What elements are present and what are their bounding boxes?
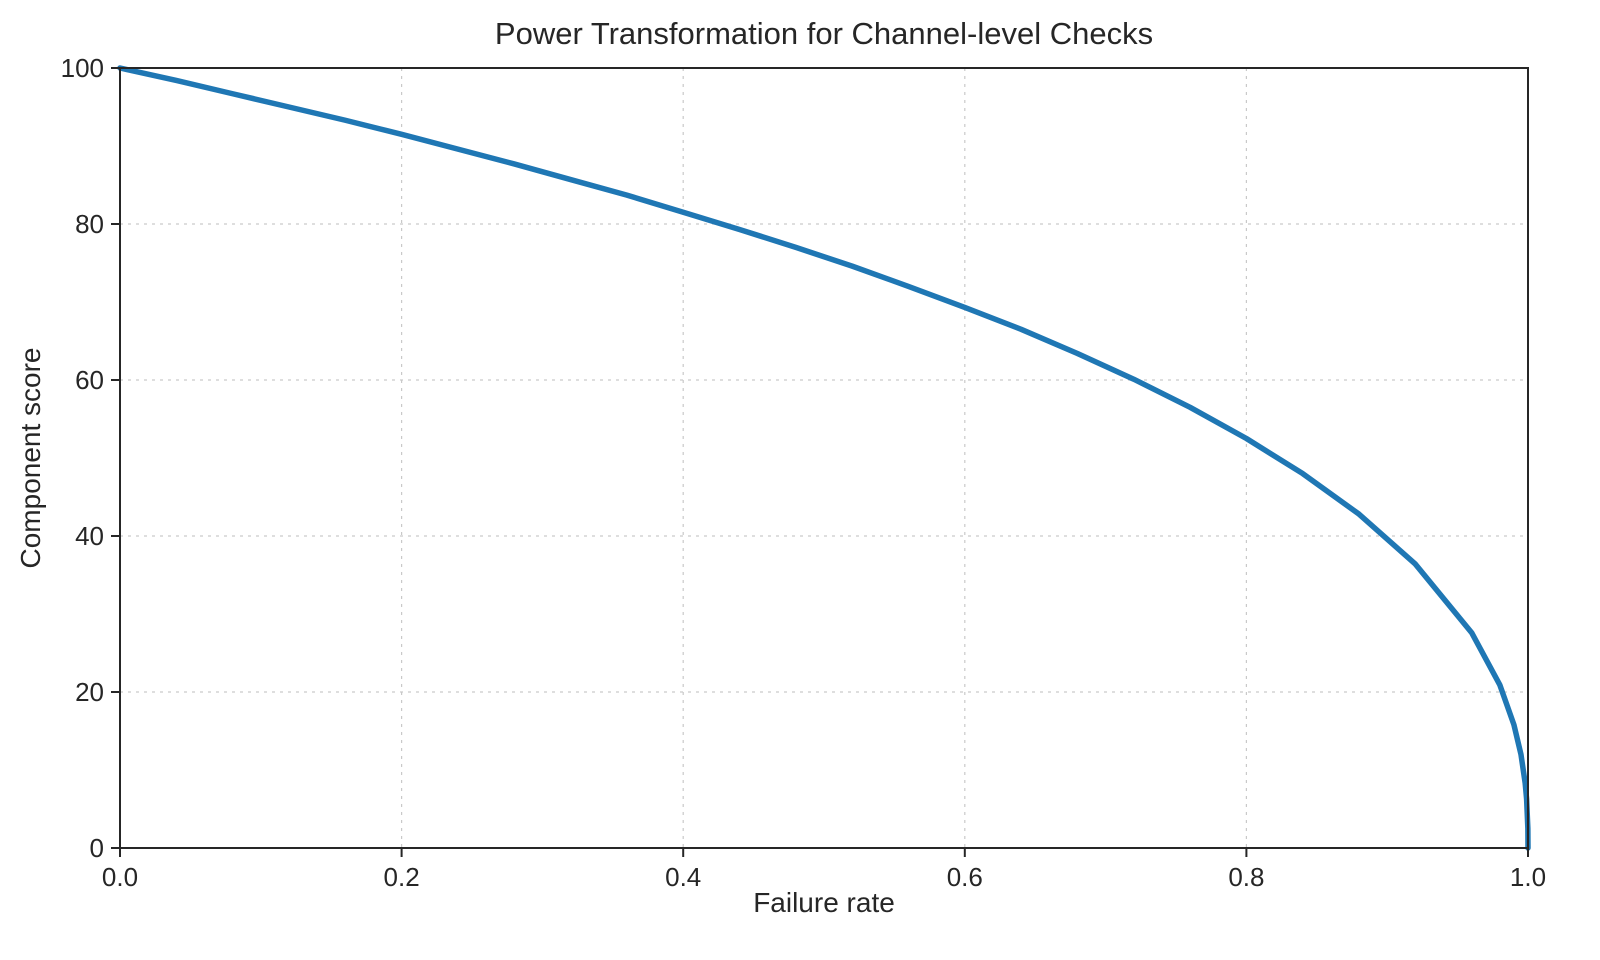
x-tick-label: 1.0 <box>1510 862 1546 892</box>
y-tick-label: 40 <box>75 521 104 551</box>
x-tick-label: 0.0 <box>102 862 138 892</box>
x-tick-label: 0.6 <box>947 862 983 892</box>
x-tick-label: 0.2 <box>384 862 420 892</box>
x-tick-label: 0.4 <box>665 862 701 892</box>
x-axis-label: Failure rate <box>753 887 895 918</box>
x-tick-label: 0.8 <box>1228 862 1264 892</box>
y-tick-label: 100 <box>61 53 104 83</box>
data-line <box>117 65 1531 851</box>
y-tick-label: 60 <box>75 365 104 395</box>
y-tick-label: 80 <box>75 209 104 239</box>
y-tick-label: 20 <box>75 677 104 707</box>
axes-spines <box>119 67 1529 849</box>
chart-title: Power Transformation for Channel-level C… <box>495 16 1153 51</box>
y-axis-label: Component score <box>15 347 46 568</box>
y-tick-label: 0 <box>90 833 104 863</box>
plot-generated-layers: 0.0 0.2 0.4 0.6 0.8 1.0 0 20 40 60 80 100 <box>61 53 1546 892</box>
